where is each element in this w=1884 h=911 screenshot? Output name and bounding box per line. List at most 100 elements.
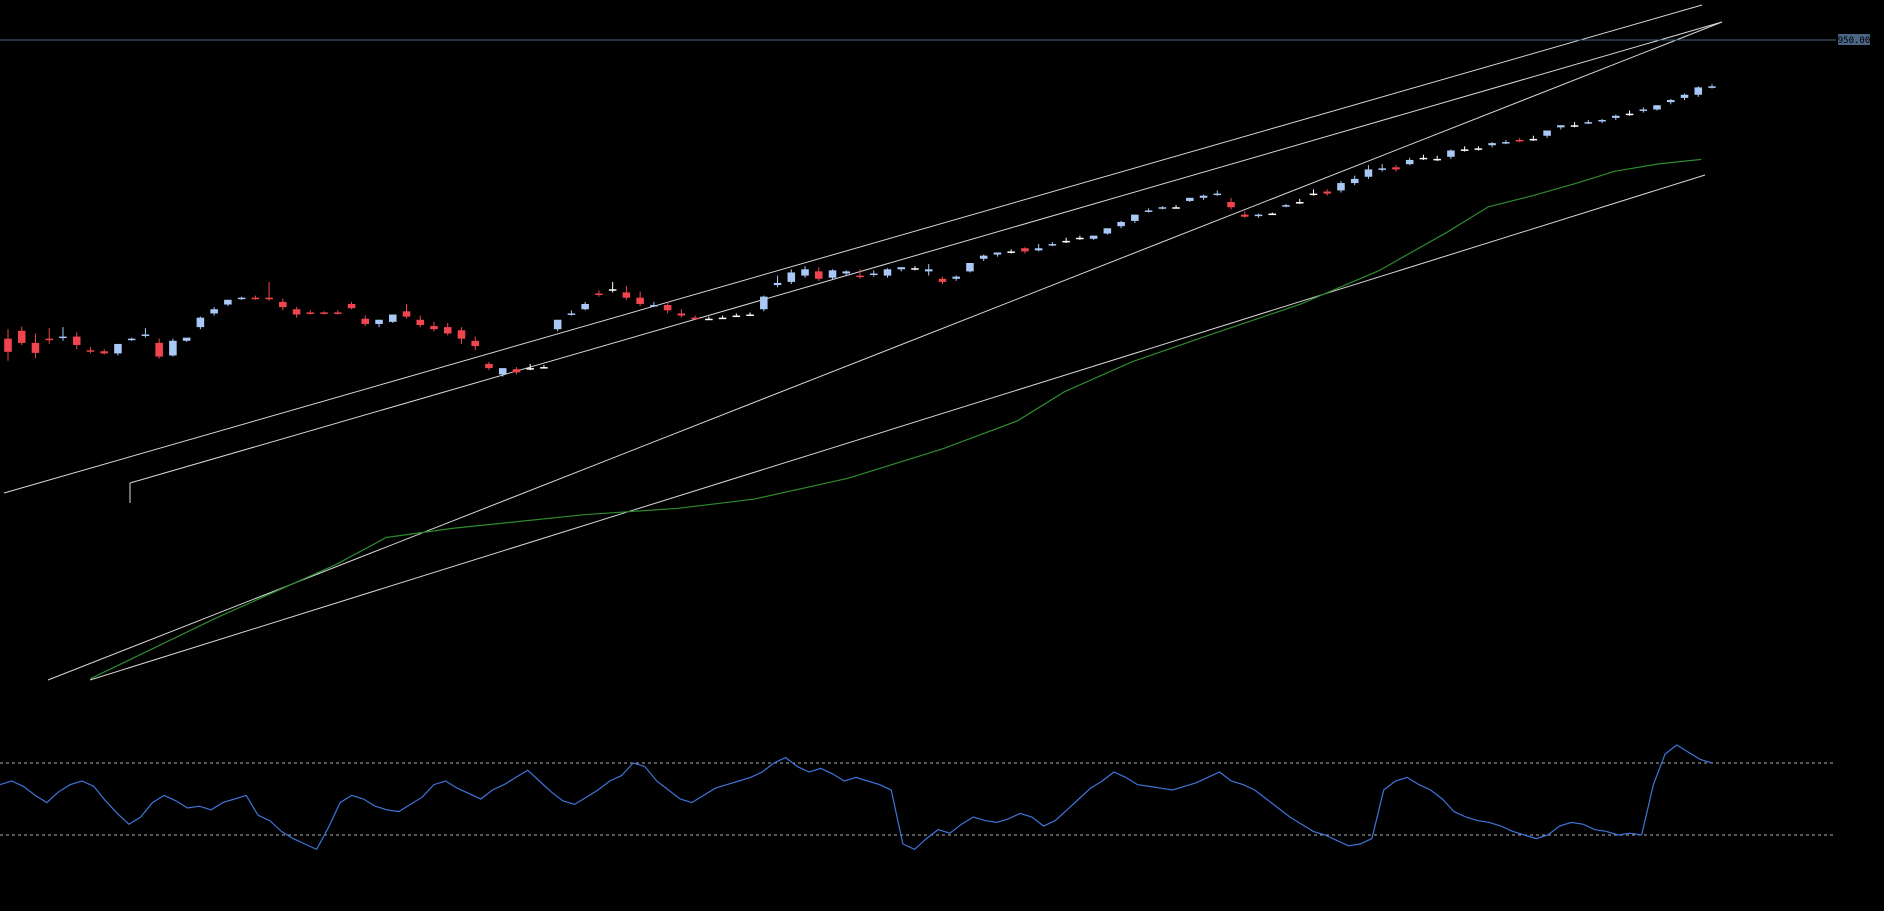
candle-body <box>581 303 589 310</box>
candle-body <box>1488 143 1496 146</box>
price-tag: 950.00 <box>1838 34 1871 46</box>
candle-body <box>622 292 631 298</box>
candle-body <box>1103 228 1112 234</box>
candle-body <box>4 338 12 352</box>
lower-channel-line-upper <box>47 21 1723 681</box>
candle-body <box>485 363 493 369</box>
candle-body <box>334 312 342 314</box>
candle-body <box>883 269 892 276</box>
candle-body <box>86 350 95 352</box>
candle-body <box>924 269 933 272</box>
candle-body <box>279 301 287 308</box>
candle-body <box>1062 240 1070 243</box>
candle-body <box>869 273 878 275</box>
candle-body <box>1048 244 1057 246</box>
candle-body <box>952 276 960 279</box>
candle-body <box>540 367 548 369</box>
candle-body <box>1227 202 1235 208</box>
candle-body <box>526 368 534 370</box>
candle-body <box>1708 86 1716 88</box>
candle-body <box>1474 148 1483 150</box>
candle-body <box>1447 150 1455 157</box>
candle-body <box>1419 157 1428 160</box>
candle-body <box>993 252 1002 255</box>
candle-body <box>1282 205 1290 207</box>
candle-body <box>361 318 370 324</box>
candle-body <box>760 296 768 310</box>
upper-channel-line-inner <box>129 21 1723 484</box>
candle-body <box>430 326 438 330</box>
candle-body <box>718 317 727 320</box>
upper-channel-line-outer <box>3 4 1703 494</box>
candle-body <box>732 315 741 318</box>
candle-body <box>773 282 782 286</box>
lower-channel-line-lower <box>89 174 1706 681</box>
candle-body <box>567 313 576 315</box>
candle-body <box>1378 168 1386 170</box>
candle-body <box>1694 87 1703 95</box>
candle-body <box>265 297 273 300</box>
candle-body <box>787 272 796 282</box>
candle-body <box>17 330 26 343</box>
candle-body <box>1323 191 1332 194</box>
candle-body <box>691 317 699 320</box>
candle-body <box>1612 115 1620 118</box>
candle-body <box>306 312 315 314</box>
candle-body <box>114 343 122 354</box>
candle-body <box>31 342 40 353</box>
candle-body <box>1625 113 1634 116</box>
candle-body <box>828 270 837 278</box>
trend-channel-lines[interactable] <box>3 4 1723 681</box>
candle-body <box>471 340 480 347</box>
candle-body <box>402 311 411 317</box>
candle-body <box>608 289 617 291</box>
candle-body <box>1405 159 1414 165</box>
candle-body <box>251 297 260 300</box>
candle-body <box>169 340 177 356</box>
candle-body <box>1295 202 1304 204</box>
candle-body <box>1021 248 1029 252</box>
candle-body <box>1515 139 1524 142</box>
candle-body <box>1529 138 1538 141</box>
candle-body <box>1584 122 1593 124</box>
candle-body <box>182 337 191 341</box>
candle-body <box>1254 214 1263 217</box>
price-tag-label: 950.00 <box>1838 36 1871 46</box>
candle-body <box>1433 158 1441 161</box>
candle-body <box>1076 237 1084 240</box>
candle-body <box>1364 169 1373 177</box>
candle-body <box>196 317 205 328</box>
candle-body <box>347 303 356 309</box>
candle-body <box>416 319 425 326</box>
candle-body <box>292 309 301 315</box>
candle-body <box>1199 195 1208 198</box>
candle-body <box>1543 130 1551 136</box>
candle-body <box>1653 105 1661 110</box>
candle-body <box>1117 221 1125 227</box>
candle-body <box>127 338 136 341</box>
moving-average-line <box>90 158 1702 680</box>
candle-body <box>650 305 658 307</box>
candle-body <box>938 278 947 282</box>
candle-body <box>1172 207 1180 209</box>
candle-body <box>966 262 974 272</box>
candle-body <box>1502 142 1510 144</box>
candle-body <box>553 319 562 330</box>
candle-body <box>1557 125 1565 128</box>
candle-body <box>1213 193 1222 196</box>
candle-body <box>746 314 754 317</box>
candle-body <box>842 271 851 274</box>
candle-body <box>1186 197 1194 201</box>
candle-body <box>801 269 809 276</box>
candle-body <box>512 369 521 373</box>
candle-body <box>1680 94 1689 98</box>
candle-body <box>1570 125 1579 127</box>
oscillator-line <box>0 744 1713 851</box>
candlestick-series <box>4 84 1716 377</box>
candle-body <box>155 342 163 357</box>
candle-body <box>1131 214 1139 221</box>
candle-body <box>979 255 988 259</box>
candle-body <box>320 312 328 314</box>
